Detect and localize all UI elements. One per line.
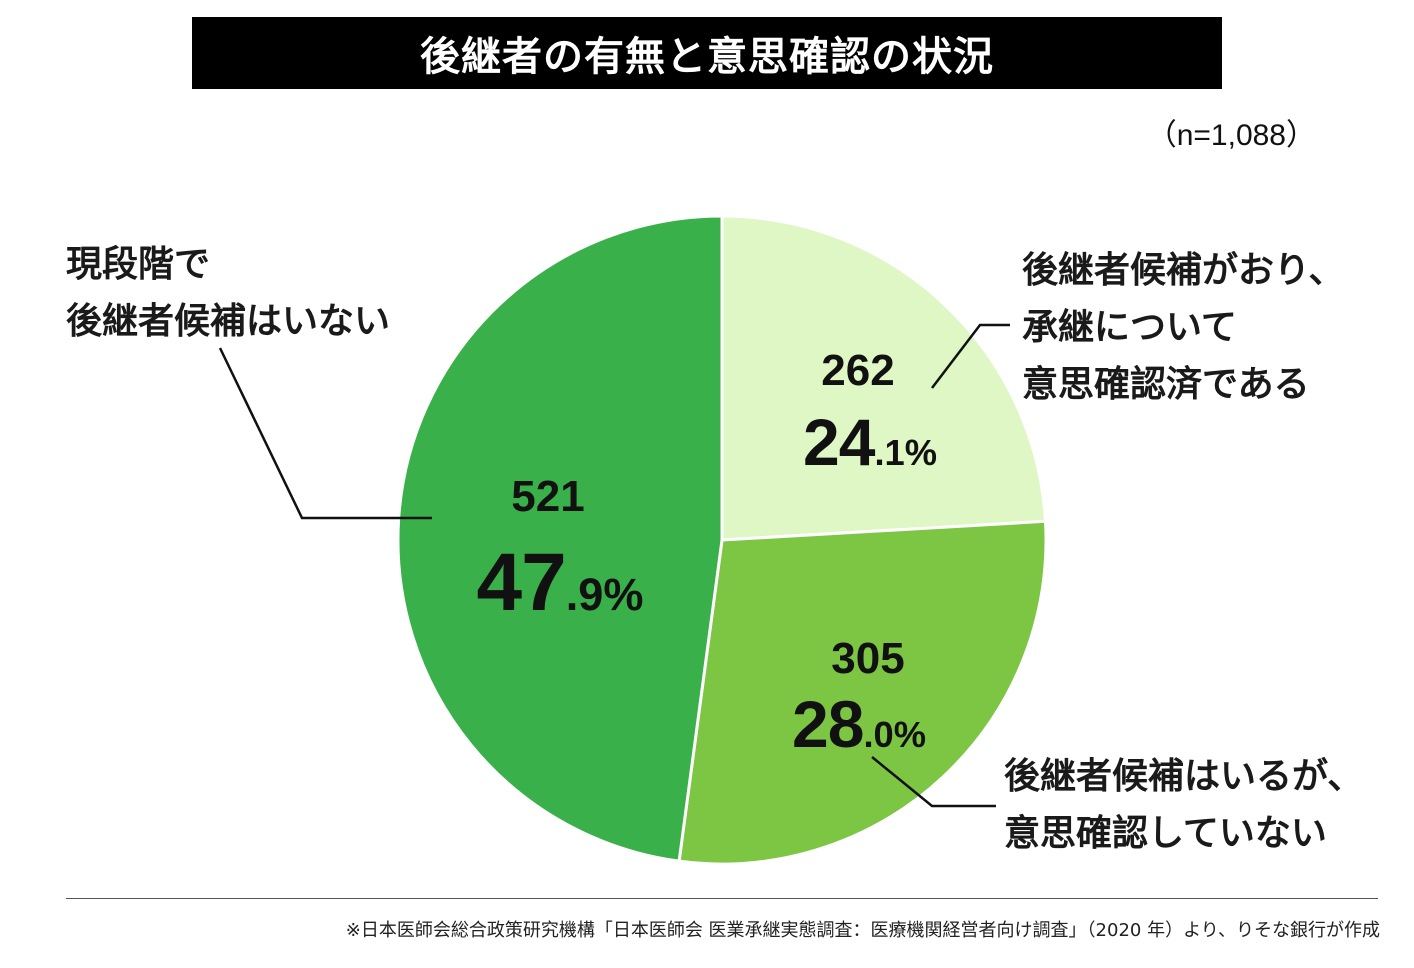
chart-title: 後継者の有無と意思確認の状況 [420,34,994,80]
percent-int: 28 [792,687,864,761]
count-confirmed: 262 [821,346,895,395]
label-line: 現段階で [66,244,211,285]
label-line: 後継者候補がおり、 [1022,250,1345,291]
label-confirmed: 後継者候補がおり、 承継について 意思確認済である [1022,242,1345,413]
label-line: 意思確認済である [1022,364,1310,405]
slice-confirmed [720,214,1048,542]
percent-not-confirmed: 28.0% [744,686,974,762]
pie-slices [396,214,1048,866]
percent-dec: .1% [874,432,937,473]
leader-line-not-confirmed [871,756,996,808]
count-not-confirmed: 305 [831,634,905,683]
percent-int: 24 [803,405,875,479]
label-line: 承継について [1022,307,1237,348]
footer-divider [66,898,1378,899]
percent-confirmed: 24.1% [760,404,980,480]
label-no-successor: 現段階で 後継者候補はいない [66,236,390,350]
leader-lines [218,323,1010,808]
sample-size: （n=1,088） [1146,119,1316,152]
leader-line-confirmed [931,323,1010,389]
percent-no-successor: 47.9% [420,536,700,630]
label-line: 意思確認していない [1004,813,1327,854]
title-bar: 後継者の有無と意思確認の状況 [192,17,1222,89]
label-line: 後継者候補はいない [66,301,391,342]
leader-line-no-successor [218,347,432,520]
percent-int: 47 [476,537,567,628]
label-line: 後継者候補はいるが、 [1004,756,1364,797]
label-not-confirmed: 後継者候補はいるが、 意思確認していない [1004,748,1363,862]
percent-dec: .9% [565,569,644,620]
count-no-successor: 521 [511,472,585,521]
source-note: ※日本医師会総合政策研究機構「日本医師会 医業承継実態調査：医療機関経営者向け調… [345,920,1380,941]
percent-dec: .0% [863,714,926,755]
slice-not-confirmed [677,519,1048,866]
